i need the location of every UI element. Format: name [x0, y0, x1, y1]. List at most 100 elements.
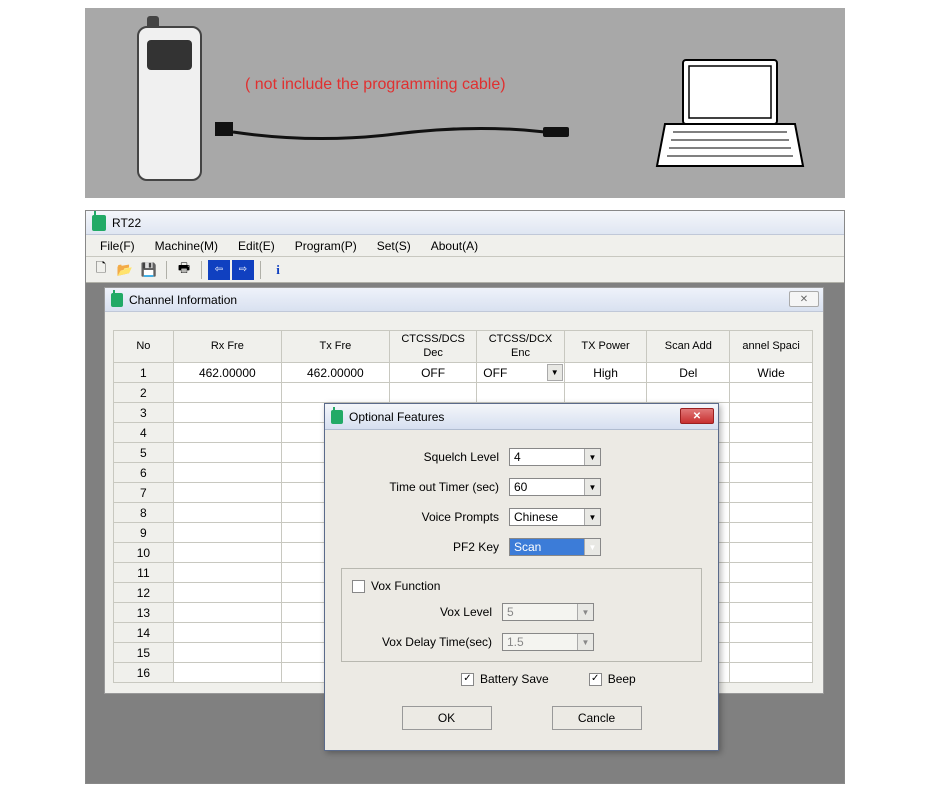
voice-combo[interactable]: Chinese ▼	[509, 508, 601, 526]
cell-no: 16	[114, 663, 174, 683]
timeout-value: 60	[514, 480, 527, 494]
dialog-titlebar: Optional Features ✕	[325, 404, 718, 430]
tb-save-icon[interactable]: 💾	[138, 260, 160, 280]
menu-file[interactable]: File(F)	[90, 237, 145, 255]
cell-no: 3	[114, 403, 174, 423]
menu-edit[interactable]: Edit(E)	[228, 237, 285, 255]
dropdown-arrow-icon: ▼	[584, 479, 600, 495]
cell-power[interactable]: High	[564, 363, 647, 383]
tb-new-icon[interactable]: 🗋	[90, 260, 112, 280]
col-no: No	[114, 331, 174, 363]
cable-note-text: ( not include the programming cable)	[245, 76, 506, 94]
vox-function-checkbox[interactable]	[352, 580, 365, 593]
beep-label: Beep	[608, 672, 636, 686]
col-scan: Scan Add	[647, 331, 730, 363]
vox-level-label: Vox Level	[352, 605, 502, 619]
cell-enc[interactable]: OFF▼	[477, 363, 564, 383]
vox-function-label: Vox Function	[371, 579, 440, 593]
cell-no: 2	[114, 383, 174, 403]
cell-space[interactable]: Wide	[730, 363, 813, 383]
beep-checkbox[interactable]: ✓	[589, 673, 602, 686]
toolbar: 🗋 📂 💾 🖶 ⇦ ⇨ i	[86, 257, 844, 283]
vox-delay-label: Vox Delay Time(sec)	[352, 635, 502, 649]
battery-save-checkbox[interactable]: ✓	[461, 673, 474, 686]
cell-rx[interactable]: 462.00000	[173, 363, 281, 383]
dialog-icon	[331, 410, 343, 424]
cell-no: 11	[114, 563, 174, 583]
col-enc: CTCSS/DCX Enc	[477, 331, 564, 363]
tb-write-icon[interactable]: ⇨	[232, 260, 254, 280]
cell-no: 10	[114, 543, 174, 563]
app-title: RT22	[112, 216, 141, 230]
table-row[interactable]: 1462.00000462.00000OFFOFF▼HighDelWide	[114, 363, 813, 383]
timeout-label: Time out Timer (sec)	[341, 480, 509, 494]
pf2-value: Scan	[514, 540, 541, 554]
squelch-combo[interactable]: 4 ▼	[509, 448, 601, 466]
enc-dropdown-icon[interactable]: ▼	[547, 364, 563, 381]
channel-info-titlebar: Channel Information ✕	[105, 288, 823, 312]
col-rx: Rx Fre	[173, 331, 281, 363]
tb-read-icon[interactable]: ⇦	[208, 260, 230, 280]
vox-delay-value: 1.5	[507, 635, 524, 649]
vox-fieldset: Vox Function Vox Level 5 ▼ Vox Delay Tim…	[341, 568, 702, 662]
tb-sep	[166, 261, 167, 279]
cell-no: 1	[114, 363, 174, 383]
cell-no: 15	[114, 643, 174, 663]
vox-level-value: 5	[507, 605, 514, 619]
menu-set[interactable]: Set(S)	[367, 237, 421, 255]
laptop-graphic	[655, 58, 805, 178]
dropdown-arrow-icon: ▼	[577, 604, 593, 620]
cell-no: 5	[114, 443, 174, 463]
dialog-title: Optional Features	[349, 410, 444, 424]
tb-sep	[201, 261, 202, 279]
illustration-banner: ( not include the programming cable)	[85, 8, 845, 198]
cell-no: 4	[114, 423, 174, 443]
dialog-body: Squelch Level 4 ▼ Time out Timer (sec) 6…	[325, 430, 718, 750]
cell-tx[interactable]: 462.00000	[281, 363, 389, 383]
menubar: File(F) Machine(M) Edit(E) Program(P) Se…	[86, 235, 844, 257]
tb-print-icon[interactable]: 🖶	[173, 260, 195, 280]
channel-info-title: Channel Information	[129, 293, 237, 307]
cell-no: 7	[114, 483, 174, 503]
col-space: annel Spaci	[730, 331, 813, 363]
pf2-label: PF2 Key	[341, 540, 509, 554]
cell-no: 6	[114, 463, 174, 483]
dropdown-arrow-icon: ▼	[584, 509, 600, 525]
window-icon	[111, 293, 123, 307]
timeout-combo[interactable]: 60 ▼	[509, 478, 601, 496]
tb-info-icon[interactable]: i	[267, 260, 289, 280]
vox-delay-combo[interactable]: 1.5 ▼	[502, 633, 594, 651]
squelch-value: 4	[514, 450, 521, 464]
tb-open-icon[interactable]: 📂	[114, 260, 136, 280]
app-window: RT22 File(F) Machine(M) Edit(E) Program(…	[85, 210, 845, 784]
app-icon	[92, 215, 106, 231]
cell-scan[interactable]: Del	[647, 363, 730, 383]
pf2-combo[interactable]: Scan ▼	[509, 538, 601, 556]
table-row[interactable]: 2	[114, 383, 813, 403]
col-tx: Tx Fre	[281, 331, 389, 363]
cancel-button[interactable]: Cancle	[552, 706, 642, 730]
channel-info-close-button[interactable]: ✕	[789, 291, 819, 307]
cell-no: 12	[114, 583, 174, 603]
menu-about[interactable]: About(A)	[421, 237, 488, 255]
vox-level-combo[interactable]: 5 ▼	[502, 603, 594, 621]
cell-no: 8	[114, 503, 174, 523]
dropdown-arrow-icon: ▼	[584, 449, 600, 465]
cell-dec[interactable]: OFF	[389, 363, 476, 383]
menu-program[interactable]: Program(P)	[285, 237, 367, 255]
app-titlebar: RT22	[86, 211, 844, 235]
workspace: Channel Information ✕ No Rx Fre Tx Fre C…	[86, 283, 844, 783]
col-power: TX Power	[564, 331, 647, 363]
battery-save-label: Battery Save	[480, 672, 549, 686]
cell-no: 14	[114, 623, 174, 643]
ok-button[interactable]: OK	[402, 706, 492, 730]
col-dec: CTCSS/DCS Dec	[389, 331, 476, 363]
menu-machine[interactable]: Machine(M)	[145, 237, 228, 255]
dropdown-arrow-icon: ▼	[584, 539, 600, 555]
radio-device-graphic	[137, 26, 202, 181]
dialog-close-button[interactable]: ✕	[680, 408, 714, 424]
dropdown-arrow-icon: ▼	[577, 634, 593, 650]
voice-label: Voice Prompts	[341, 510, 509, 524]
optional-features-dialog: Optional Features ✕ Squelch Level 4 ▼ Ti…	[324, 403, 719, 751]
tb-sep	[260, 261, 261, 279]
